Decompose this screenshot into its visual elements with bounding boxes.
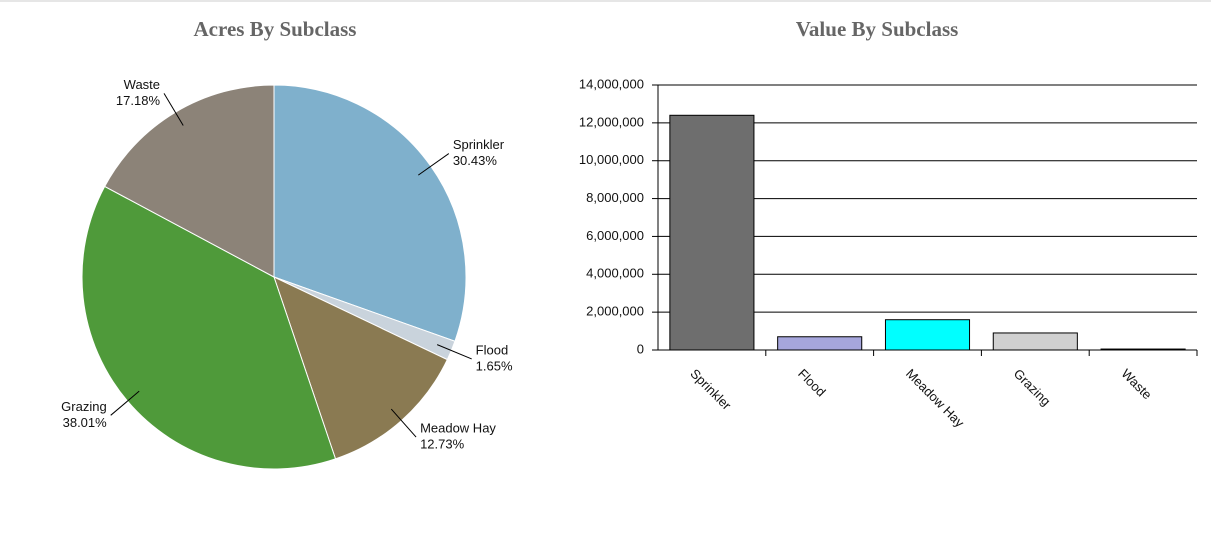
bar: [670, 115, 754, 350]
bar: [993, 333, 1077, 350]
y-tick-label: 6,000,000: [586, 228, 644, 243]
slice-label: Flood: [476, 342, 509, 357]
x-tick-label: Sprinkler: [687, 366, 734, 413]
slice-label: Grazing: [61, 399, 107, 414]
pie-title: Acres By Subclass: [194, 17, 357, 41]
bar: [778, 337, 862, 350]
x-tick-label: Meadow Hay: [903, 366, 968, 431]
y-tick-label: 8,000,000: [586, 190, 644, 205]
y-tick-label: 2,000,000: [586, 304, 644, 319]
y-tick-label: 14,000,000: [579, 76, 644, 91]
bar-title: Value By Subclass: [796, 17, 959, 41]
slice-value-label: 1.65%: [476, 358, 513, 373]
slice-value-label: 12.73%: [420, 436, 465, 451]
slice-label: Meadow Hay: [420, 420, 496, 435]
bar: [1101, 349, 1185, 350]
y-tick-label: 12,000,000: [579, 114, 644, 129]
x-tick-label: Waste: [1119, 366, 1155, 402]
slice-value-label: 38.01%: [63, 415, 108, 430]
y-tick-label: 0: [637, 341, 644, 356]
slice-label: Sprinkler: [453, 137, 505, 152]
slice-label: Waste: [124, 77, 160, 92]
y-tick-label: 4,000,000: [586, 266, 644, 281]
x-tick-label: Grazing: [1011, 366, 1054, 409]
page: Acres By Subclass Value By Subclass Spri…: [0, 0, 1211, 551]
x-tick-label: Flood: [795, 366, 829, 400]
slice-value-label: 17.18%: [116, 93, 161, 108]
bar: [885, 320, 969, 350]
y-tick-label: 10,000,000: [579, 152, 644, 167]
slice-value-label: 30.43%: [453, 153, 498, 168]
